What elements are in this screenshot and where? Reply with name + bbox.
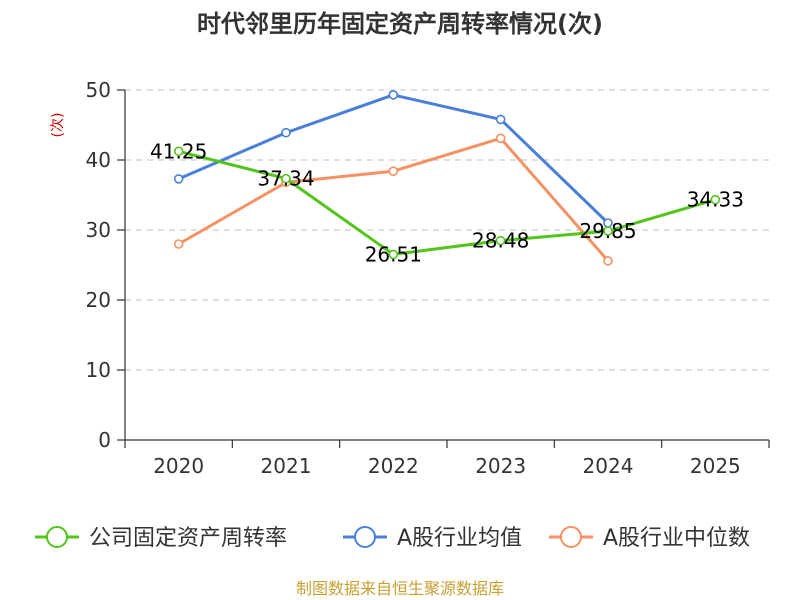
y-tick-label: 30	[86, 218, 111, 242]
legend: 公司固定资产周转率 A股行业均值 A股行业中位数	[35, 526, 750, 551]
data-label: 29.85	[579, 219, 636, 243]
chart-title: 时代邻里历年固定资产周转率情况(次)	[197, 10, 603, 38]
data-point	[603, 255, 613, 266]
data-point	[495, 133, 506, 144]
legend-label[interactable]: A股行业中位数	[603, 526, 750, 551]
data-point	[388, 249, 399, 260]
series-line	[178, 93, 610, 225]
data-label: 28.48	[472, 229, 529, 253]
y-tick-label: 10	[86, 358, 111, 382]
grid-lines	[125, 89, 769, 371]
legend-label[interactable]: A股行业均值	[397, 526, 522, 551]
legend-swatch-marker	[560, 526, 582, 548]
data-point	[495, 235, 506, 246]
data-point	[173, 174, 184, 184]
x-tick-label: 2020	[153, 454, 204, 478]
data-point	[710, 194, 721, 205]
legend-swatch-marker	[354, 526, 376, 548]
x-tick-label: 2023	[475, 454, 526, 478]
data-label: 41.25	[150, 139, 207, 163]
x-tick-label: 2022	[368, 454, 419, 478]
data-point	[495, 114, 506, 125]
x-tick-label: 2025	[690, 454, 741, 478]
y-tick-label: 20	[86, 288, 111, 312]
series-line	[178, 149, 716, 256]
data-label: 37.34	[257, 167, 314, 191]
y-tick-label: 50	[86, 78, 111, 102]
data-label: 26.51	[365, 242, 422, 266]
data-point	[281, 173, 291, 184]
axes: 0 10 20 30 40 50 2020 2021 2022 2023 2024 2025	[86, 78, 770, 478]
y-tick-label: 0	[98, 428, 111, 452]
data-labels: 41.25 37.34 26.51 28.48 29.85 34.33	[150, 139, 744, 266]
data-label: 34.33	[687, 188, 744, 212]
series-lines	[173, 90, 721, 266]
data-point	[281, 127, 291, 138]
data-point	[173, 239, 184, 249]
data-point	[603, 226, 613, 236]
legend-swatch-marker	[46, 526, 68, 548]
legend-label[interactable]: 公司固定资产周转率	[89, 526, 287, 551]
y-tick-label: 40	[86, 148, 111, 172]
data-point	[173, 146, 184, 157]
data-point	[388, 90, 399, 100]
source-note: 制图数据来自恒生聚源数据库	[296, 579, 504, 598]
y-axis-unit: (次)	[50, 113, 66, 138]
x-tick-label: 2024	[583, 454, 634, 478]
x-tick-label: 2021	[261, 454, 312, 478]
data-point	[388, 166, 399, 176]
